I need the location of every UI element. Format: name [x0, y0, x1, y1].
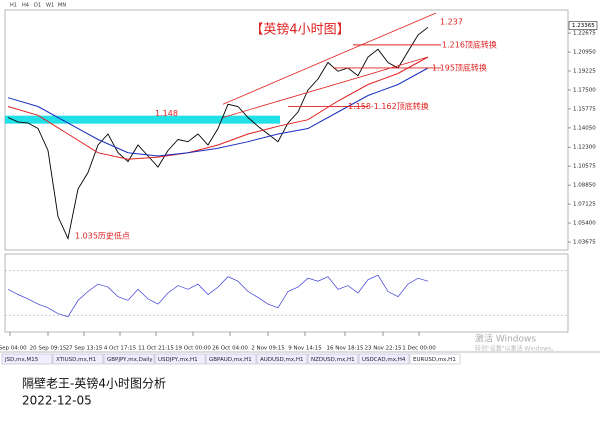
x-tick-label: 1 Dec 00:00	[402, 346, 436, 352]
y-tick-label: 1.07125	[573, 202, 596, 208]
y-tick-label: 1.19225	[573, 68, 596, 74]
tab[interactable]	[256, 353, 308, 365]
x-tick-label: 1 Sep 04:00	[0, 346, 27, 352]
main-panel	[4, 9, 569, 251]
toolbar-button[interactable]: D1	[34, 3, 41, 9]
x-tick-label: 2 Nov 09:15	[251, 346, 285, 352]
annotation: 1.148	[155, 109, 178, 118]
caption-date: 2022-12-05	[22, 394, 92, 408]
tab[interactable]	[1, 353, 53, 365]
series-close	[7, 26, 429, 240]
tab[interactable]	[103, 353, 155, 365]
annotation: 1.216顶底转换	[442, 39, 497, 49]
y-tick-label: 1.20950	[573, 50, 596, 56]
oscillator-line	[7, 274, 429, 318]
toolbar-button[interactable]: MN	[58, 3, 66, 9]
trendline	[222, 12, 437, 105]
caption: 隔壁老王-英镑4小时图分析	[22, 376, 166, 391]
osc-panel	[4, 253, 569, 333]
x-tick-label: 27 Sep 13:15	[66, 346, 103, 352]
y-tick-label: 1.03675	[573, 240, 596, 246]
support-band	[5, 115, 280, 124]
x-tick-label: 26 Oct 04:00	[212, 346, 248, 352]
tab-label[interactable]: GBPJPY,mx,Daily	[107, 357, 153, 363]
x-tick-label: 16 Nov 18:15	[326, 346, 364, 352]
tab[interactable]	[409, 353, 461, 365]
price-marker	[568, 21, 598, 30]
annotation: 1.035历史低点	[75, 230, 130, 240]
tab-label[interactable]: EURUSD,mx,H1	[413, 357, 456, 363]
y-tick-label: 1.17500	[573, 87, 596, 93]
tab[interactable]	[358, 353, 410, 365]
tab-label[interactable]: AUDUSD,mx,H1	[260, 357, 304, 363]
annotation: 1.158-1.162顶底转换	[348, 101, 429, 111]
trendline	[222, 56, 429, 118]
y-tick-label: 1.12300	[573, 145, 596, 151]
y-tick-label: 1.08850	[573, 183, 596, 189]
tab-label[interactable]: NZDUSD,mx,H1	[311, 357, 355, 363]
tab-label[interactable]: USDCAD,mx,H4	[362, 357, 406, 363]
tab-label[interactable]: XTIUSD,mx,H1	[56, 357, 96, 363]
tab[interactable]	[154, 353, 206, 365]
tab-label[interactable]: JSD,mx,M15	[4, 357, 39, 363]
y-tick-label: 1.14050	[573, 125, 596, 131]
watermark: 激活 Windows	[475, 333, 536, 345]
tab-label[interactable]: GBPAUD,mx,H1	[209, 357, 252, 363]
y-tick-label: 1.05400	[573, 221, 596, 227]
tab[interactable]	[307, 353, 359, 365]
annotation: 1.195顶底转换	[432, 62, 487, 72]
x-tick-label: 9 Nov 14:15	[288, 346, 322, 352]
annotation: 1.237	[440, 17, 463, 26]
x-tick-label: 19 Oct 00:00	[175, 346, 211, 352]
series-ma-red	[7, 56, 429, 160]
series-ma-blue	[7, 67, 429, 157]
toolbar-button[interactable]: H4	[22, 3, 29, 9]
tab-label[interactable]: USDJPY,mx,H1	[158, 357, 198, 363]
toolbar-button[interactable]: H1	[10, 3, 17, 9]
y-tick-label: 1.22675	[573, 31, 596, 37]
x-tick-label: 11 Oct 21:15	[138, 346, 174, 352]
price-marker-label: 1.23365	[572, 23, 595, 29]
toolbar-button[interactable]: W1	[46, 3, 54, 9]
background	[0, 0, 600, 368]
y-tick-label: 1.15775	[573, 106, 596, 112]
x-tick-label: 20 Sep 09:15	[30, 346, 67, 352]
tab[interactable]	[205, 353, 257, 365]
x-tick-label: 4 Oct 17:15	[104, 346, 137, 352]
x-tick-label: 23 Nov 22:15	[364, 346, 402, 352]
tab[interactable]	[52, 353, 104, 365]
chart-title: 【英镑4小时图】	[250, 22, 349, 38]
watermark-sub: 转到"设置"以激活 Windows。	[475, 345, 557, 353]
y-tick-label: 1.10575	[573, 164, 596, 170]
